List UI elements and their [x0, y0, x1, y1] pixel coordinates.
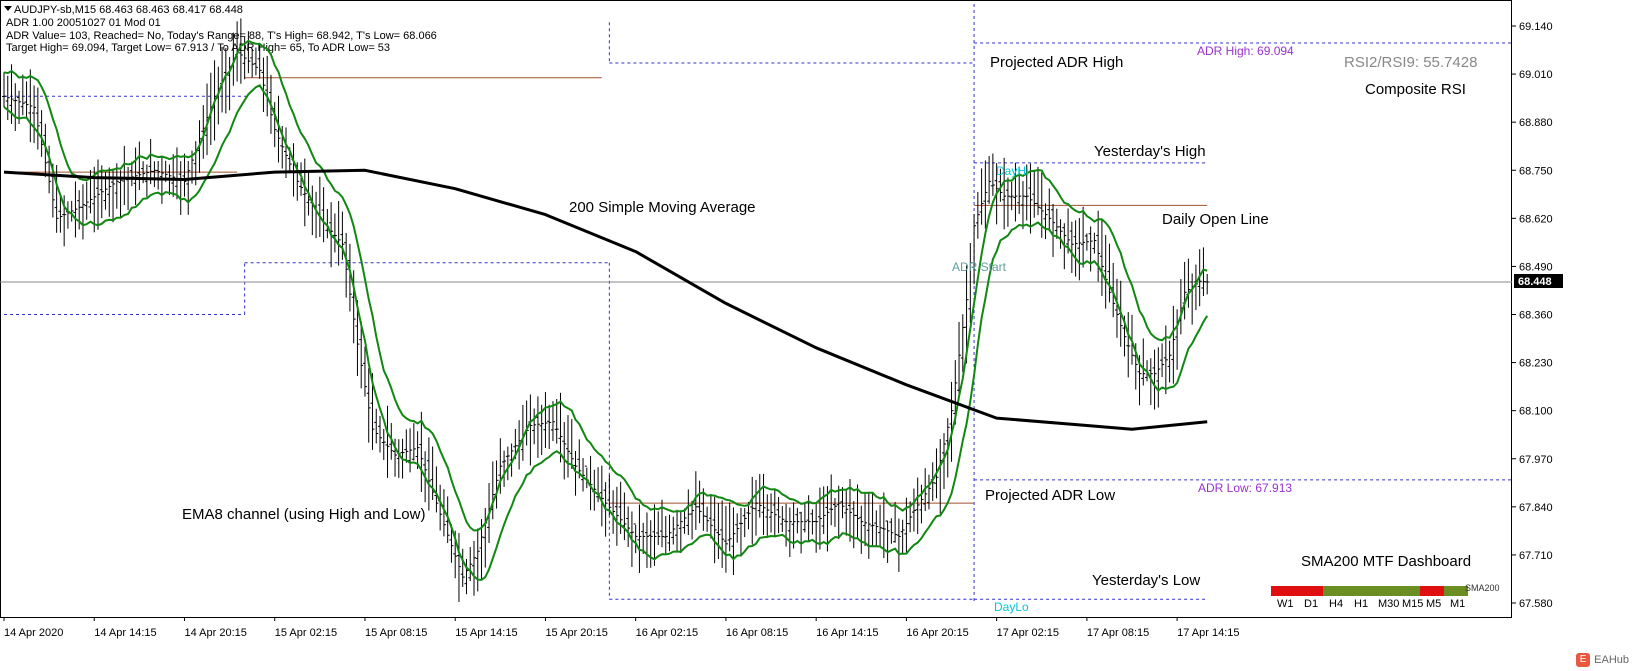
dashboard-cell — [1396, 586, 1420, 596]
ema-channel — [3, 39, 1209, 581]
sma200-mtf-dashboard: W1 D1 H4 H1 M30 M15 M5 M1 — [1271, 586, 1468, 610]
dashboard-title: SMA200 MTF Dashboard — [1301, 553, 1471, 570]
y-tick-label: 67.840 — [1519, 502, 1553, 514]
y-tick-label: 68.100 — [1519, 406, 1553, 418]
dashboard-label: W1 — [1277, 598, 1294, 610]
x-tick-label: 16 Apr 02:15 — [636, 627, 698, 639]
x-tick-label: 17 Apr 02:15 — [997, 627, 1059, 639]
adr-info-line: ADR 1.00 20051027 01 Mod 01 — [6, 17, 161, 29]
y-tick-label: 68.230 — [1519, 358, 1553, 370]
dashboard-cell — [1372, 586, 1396, 596]
y-tick-label: 68.880 — [1519, 117, 1553, 129]
y-tick-label: 67.970 — [1519, 454, 1553, 466]
sma200-path — [3, 168, 1208, 431]
x-tick-label: 17 Apr 14:15 — [1177, 627, 1239, 639]
dashboard-label: M15 — [1402, 598, 1423, 610]
x-tick-label: 16 Apr 08:15 — [726, 627, 788, 639]
x-tick-label: 17 Apr 08:15 — [1087, 627, 1149, 639]
x-tick-label: 16 Apr 20:15 — [906, 627, 968, 639]
chart-menu-arrow-icon[interactable] — [4, 6, 12, 11]
y-tick-label: 69.140 — [1519, 21, 1553, 33]
dashboard-label: M1 — [1450, 598, 1465, 610]
ema8-low-line — [3, 83, 1209, 581]
y-tick-label: 68.620 — [1519, 213, 1553, 225]
y-tick-label: 67.580 — [1519, 598, 1553, 610]
dashboard-label: M5 — [1426, 598, 1441, 610]
x-tick-label: 15 Apr 14:15 — [455, 627, 517, 639]
dashboard-cell — [1444, 586, 1468, 596]
x-tick-label: 15 Apr 08:15 — [365, 627, 427, 639]
x-tick-label: 14 Apr 2020 — [4, 627, 63, 639]
eahub-label: EAHub — [1594, 654, 1629, 666]
plot-frame — [0, 0, 1512, 618]
ema8-channel-label: EMA8 channel (using High and Low) — [182, 506, 425, 523]
last-price-label: 68.448 — [1518, 276, 1552, 288]
y-tick-label: 68.360 — [1519, 310, 1553, 322]
rsi-value: RSI2/RSI9: 55.7428 — [1344, 54, 1477, 71]
dayhi-label: DayHi — [996, 164, 1029, 178]
adr-start-label: ADR Start — [952, 260, 1007, 274]
y-tick-label: 69.010 — [1519, 69, 1553, 81]
adr-low-tag: ADR Low: 67.913 — [1198, 481, 1292, 495]
adr-target-line: Target High= 69.094, Target Low= 67.913 … — [6, 42, 391, 54]
ema8-high-line — [3, 39, 1208, 532]
daylo-label: DayLo — [994, 600, 1029, 614]
x-tick-label: 14 Apr 20:15 — [184, 627, 246, 639]
x-tick-label: 15 Apr 20:15 — [545, 627, 607, 639]
y-tick-label: 68.490 — [1519, 261, 1553, 273]
x-tick-label: 14 Apr 14:15 — [94, 627, 156, 639]
dashboard-label: D1 — [1304, 598, 1318, 610]
x-tick-label: 16 Apr 14:15 — [816, 627, 878, 639]
symbol-line: AUDJPY-sb,M15 68.463 68.463 68.417 68.44… — [14, 4, 243, 16]
adr-value-line: ADR Value= 103, Reached= No, Today's Ran… — [6, 30, 437, 42]
dashboard-cell — [1348, 586, 1372, 596]
adr-high-tag: ADR High: 69.094 — [1197, 44, 1294, 58]
x-axis: 14 Apr 2020 14 Apr 14:15 14 Apr 20:15 15 Ap… — [3, 617, 1240, 639]
projected-adr-low-label: Projected ADR Low — [985, 487, 1115, 504]
y-axis: 69.140 69.010 68.880 68.750 68.620 68.490 68.3… — [1512, 21, 1553, 610]
sma200-label: 200 Simple Moving Average — [569, 199, 756, 216]
projected-adr-high-label: Projected ADR High — [990, 54, 1123, 71]
y-tick-label: 68.750 — [1519, 165, 1553, 177]
dashboard-tag: SMA200 — [1465, 583, 1500, 593]
dashboard-cell — [1420, 586, 1444, 596]
dashboard-cell — [1298, 586, 1323, 596]
x-tick-label: 15 Apr 02:15 — [275, 627, 337, 639]
dashboard-label: M30 — [1378, 598, 1399, 610]
dashboard-label: H1 — [1354, 598, 1368, 610]
sma200-line — [3, 168, 1208, 431]
y-tick-label: 67.710 — [1519, 550, 1553, 562]
eahub-logo-icon: E — [1576, 653, 1591, 667]
composite-rsi-label: Composite RSI — [1365, 81, 1466, 98]
dashboard-label: H4 — [1329, 598, 1343, 610]
dashboard-cell — [1271, 586, 1298, 596]
yesterdays-high-label: Yesterday's High — [1094, 143, 1206, 160]
last-price-tag — [1514, 274, 1563, 288]
dashboard-cell — [1323, 586, 1348, 596]
yesterdays-low-label: Yesterday's Low — [1092, 572, 1200, 589]
eahub-watermark: E EAHub — [1576, 653, 1629, 667]
daily-open-line-label: Daily Open Line — [1162, 211, 1269, 228]
